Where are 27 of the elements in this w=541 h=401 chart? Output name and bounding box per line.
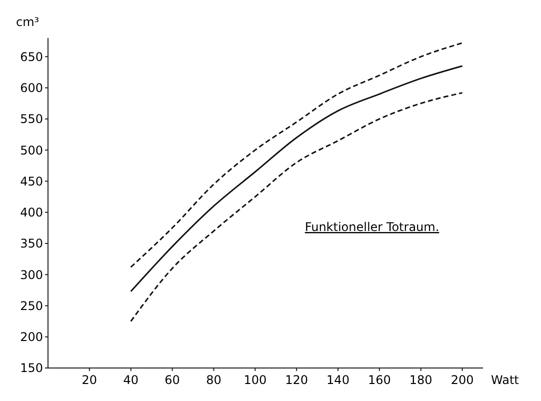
y-tick-label: 350	[20, 236, 43, 251]
y-tick-label: 150	[20, 361, 43, 376]
y-tick-label: 200	[20, 330, 43, 344]
x-tick-label: 160	[368, 373, 391, 387]
line-series	[130, 92, 464, 322]
x-tick-label: 20	[82, 373, 98, 387]
x-tick-label: 140	[326, 373, 350, 387]
annotation: Funktioneller Totraum.	[304, 220, 440, 234]
y-tick-label: 500	[20, 143, 43, 158]
y-tick-label: 450	[20, 174, 43, 188]
y-tick-label: 300	[20, 268, 43, 282]
x-tick-label: 60	[164, 373, 180, 387]
x-tick-label: 80	[206, 373, 222, 387]
y-tick-label: 250	[20, 298, 43, 313]
x-tick-label: 100	[244, 373, 267, 387]
y-tick-label: 400	[20, 206, 43, 220]
y-tick-label: 550	[20, 112, 43, 126]
line-series	[130, 65, 464, 292]
x-tick-label: 40	[123, 373, 138, 387]
line-series	[130, 42, 464, 268]
x-axis-title: Watt	[491, 373, 520, 387]
x-tick-label: 120	[285, 373, 308, 387]
y-tick-label: 600	[20, 81, 43, 96]
x-tick-label: 200	[450, 373, 474, 387]
x-tick-label: 180	[409, 373, 432, 387]
y-tick-label: 650	[20, 50, 43, 64]
y-axis-title: cm³	[16, 15, 40, 29]
